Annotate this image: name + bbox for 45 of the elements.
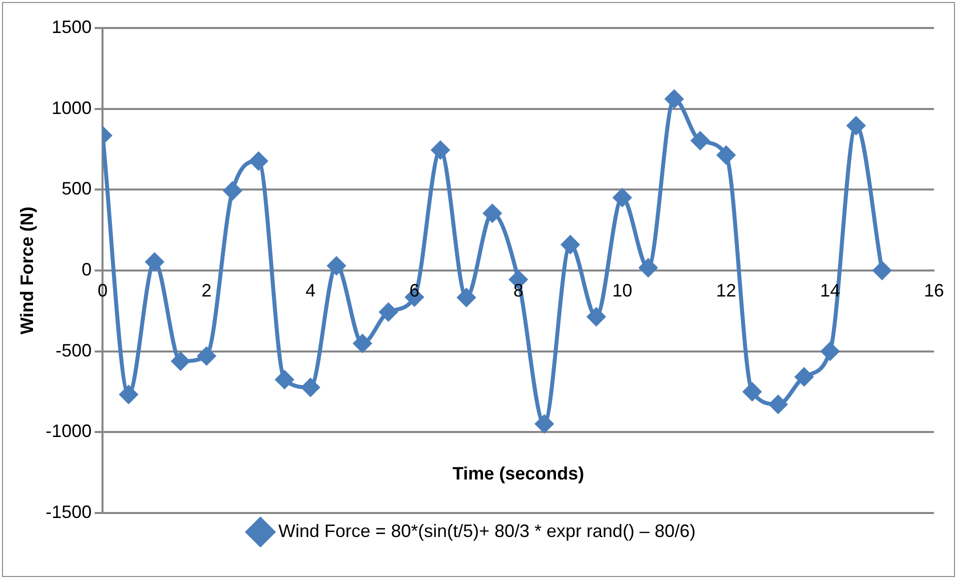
point	[743, 382, 762, 401]
y-tick-label: -1500	[46, 502, 92, 522]
y-tick-label: -1000	[46, 421, 92, 442]
x-axis-title: Time (seconds)	[452, 463, 584, 484]
x-tick-label: 4	[305, 280, 316, 300]
point	[327, 256, 346, 275]
point	[847, 116, 866, 135]
point	[821, 342, 840, 360]
x-tick-label: 8	[513, 280, 524, 300]
y-tick-label: 1500	[52, 16, 92, 37]
y-tick-label: 0	[82, 259, 92, 280]
point	[120, 386, 138, 404]
point	[535, 414, 554, 433]
y-tick-label: 500	[62, 178, 92, 199]
x-tick-label: 12	[716, 280, 736, 300]
point	[587, 308, 606, 326]
point	[353, 334, 372, 352]
x-tick-label: 2	[202, 280, 212, 300]
point	[301, 378, 320, 396]
point	[276, 370, 294, 389]
point	[613, 188, 632, 207]
point	[198, 347, 216, 366]
point	[561, 236, 580, 254]
x-tick-label: 16	[924, 280, 944, 300]
x-tick-label: 0	[98, 280, 108, 300]
point	[250, 152, 268, 170]
point	[146, 252, 164, 271]
point	[717, 146, 736, 164]
x-tick-label: 10	[612, 280, 632, 300]
point	[873, 262, 892, 280]
point	[769, 395, 788, 414]
point	[691, 132, 710, 150]
point	[639, 258, 658, 277]
point	[431, 141, 450, 160]
point	[172, 352, 190, 370]
point	[483, 204, 502, 222]
point	[795, 368, 814, 386]
point	[457, 288, 476, 306]
y-axis-title: Wind Force (N)	[16, 206, 37, 334]
y-tick-label: 1000	[52, 98, 92, 118]
point	[665, 90, 684, 108]
y-tick-label: -500	[56, 340, 92, 360]
point	[224, 182, 242, 200]
legend-label: Wind Force = 80*(sin(t/5)+ 80/3 * expr rand() – 80/6)	[278, 520, 696, 541]
point	[379, 303, 398, 322]
